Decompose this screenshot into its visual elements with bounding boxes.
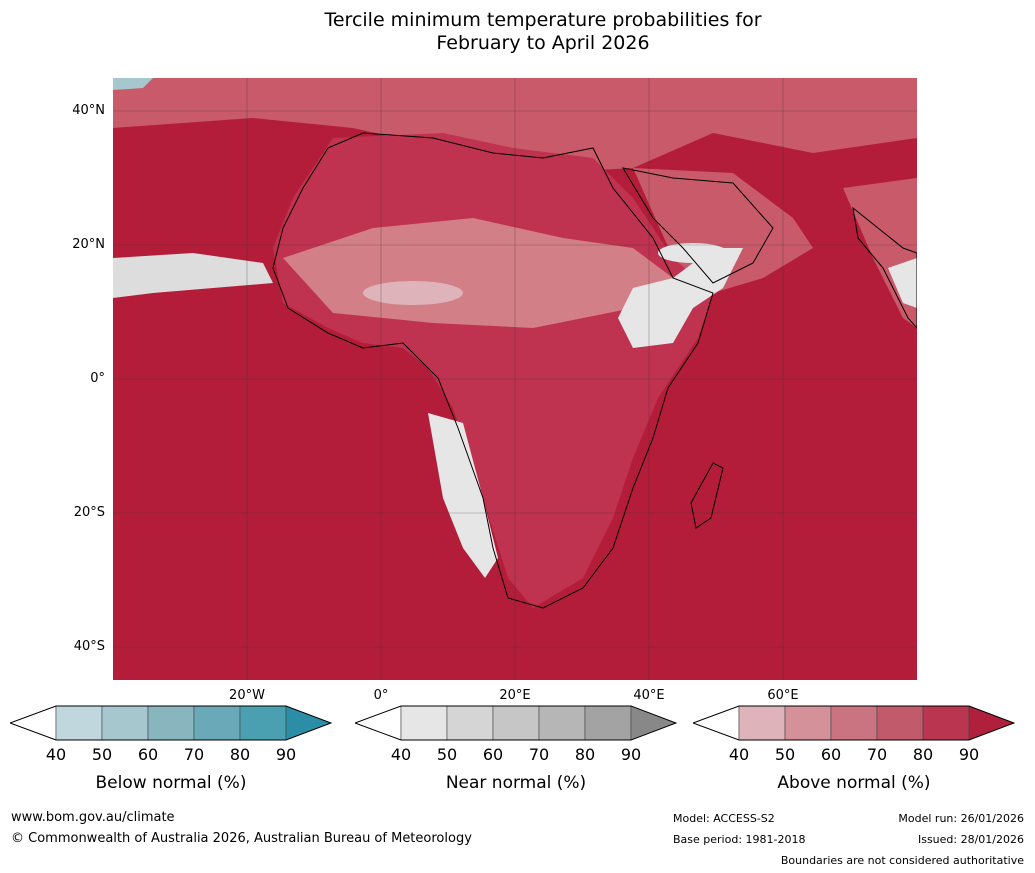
lon-label-40e: 40°E [633,688,665,703]
colorbar-near-normal [353,705,678,741]
lat-label-0: 0° [90,371,105,386]
near-normal-atlantic [113,253,273,298]
colorbar-below-normal-lower-arrow [9,705,57,741]
colorbar-near-normal-seg-4 [538,705,586,741]
colorbar-above-normal-seg-4 [876,705,924,741]
disclaimer-text: Boundaries are not considered authoritat… [780,854,1024,867]
colorbar-above-normal [691,705,1016,741]
tick: 50 [774,745,796,764]
colorbar-below-normal-seg-2 [101,705,149,741]
colorbar-below-normal-seg-5 [239,705,287,741]
lat-label-20s: 20°S [73,505,105,520]
legend-caption-near-normal: Near normal (%) [445,773,587,793]
tick: 70 [866,745,888,764]
colorbar-above-normal-seg-2 [784,705,832,741]
tick: 80 [574,745,596,764]
lat-label-40s: 40°S [73,639,105,654]
colorbar-above-normal-lower-arrow [692,705,740,741]
graticule [113,78,917,680]
below-normal-patch [113,78,153,90]
tick: 60 [820,745,842,764]
colorbar-below-normal-seg-4 [193,705,241,741]
tick: 50 [436,745,458,764]
colorbar-near-normal-seg-2 [446,705,494,741]
legend-above-normal: 40 50 60 70 80 90 Above normal (%) [691,705,1016,793]
legend-near-normal: 40 50 60 70 80 90 Near normal (%) [353,705,678,793]
tick: 40 [45,745,67,764]
colorbar-near-normal-seg-5 [584,705,632,741]
tick: 60 [137,745,159,764]
legend-caption-above-normal: Above normal (%) [777,773,931,793]
near-normal-india [888,258,917,308]
lon-label-0: 0° [373,688,389,703]
tick: 80 [229,745,251,764]
copyright-text: © Commonwealth of Australia 2026, Austra… [11,831,472,846]
tick: 80 [912,745,934,764]
tick: 70 [528,745,550,764]
colorbar-below-normal-seg-1 [55,705,103,741]
colorbar-below-normal-outline [8,705,333,741]
title-line-2: February to April 2026 [436,32,650,54]
arabia-coastline [621,167,774,284]
colorbar-above-normal-seg-1 [738,705,786,741]
lon-label-20e: 20°E [499,688,531,703]
colorbar-near-normal-seg-3 [492,705,540,741]
colorbar-above-normal-seg-3 [830,705,878,741]
colorbar-above-normal-upper-arrow [968,705,1015,741]
near-normal-west-africa [363,281,463,305]
africa-coastline [272,132,714,609]
tick: 40 [390,745,412,764]
legend-below-normal: 40 50 60 70 80 90 Below normal (%) [8,705,333,793]
tick: 70 [183,745,205,764]
title-line-1: Tercile minimum temperature probabilitie… [324,9,762,31]
colorbar-below-normal [8,705,333,741]
map-canvas [113,78,917,680]
legend-caption-below-normal: Below normal (%) [95,773,247,793]
lat-label-20n: 20°N [72,237,105,252]
colorbar-above-normal-outline [691,705,1016,741]
map-title: Tercile minimum temperature probabilitie… [0,9,1035,55]
tick: 40 [728,745,750,764]
colorbar-near-normal-seg-1 [400,705,448,741]
lon-label-20w: 20°W [229,688,265,703]
model-run-label: Model run: 26/01/2026 [898,812,1024,825]
base-period-label: Base period: 1981-2018 [673,833,806,846]
tick: 90 [958,745,980,764]
colorbar-below-normal-upper-arrow [285,705,332,741]
near-normal-namibia [428,413,498,578]
india-coastline [852,206,917,329]
colorbar-near-normal-outline [353,705,678,741]
tick: 50 [91,745,113,764]
tick: 90 [275,745,297,764]
colorbar-below-normal-seg-3 [147,705,195,741]
madagascar-coastline [690,462,724,529]
probability-map [113,78,917,680]
lon-label-60e: 60°E [767,688,799,703]
colorbar-above-normal-seg-5 [922,705,970,741]
colorbar-near-normal-lower-arrow [354,705,402,741]
colorbar-near-normal-upper-arrow [630,705,677,741]
issued-label: Issued: 28/01/2026 [917,833,1024,846]
near-normal-patches [113,243,917,578]
near-normal-gulf [658,243,728,263]
tick: 90 [620,745,642,764]
tick: 60 [482,745,504,764]
lat-label-40n: 40°N [72,103,105,118]
website-link[interactable]: www.bom.gov.au/climate [11,810,175,825]
model-label: Model: ACCESS-S2 [673,812,775,825]
